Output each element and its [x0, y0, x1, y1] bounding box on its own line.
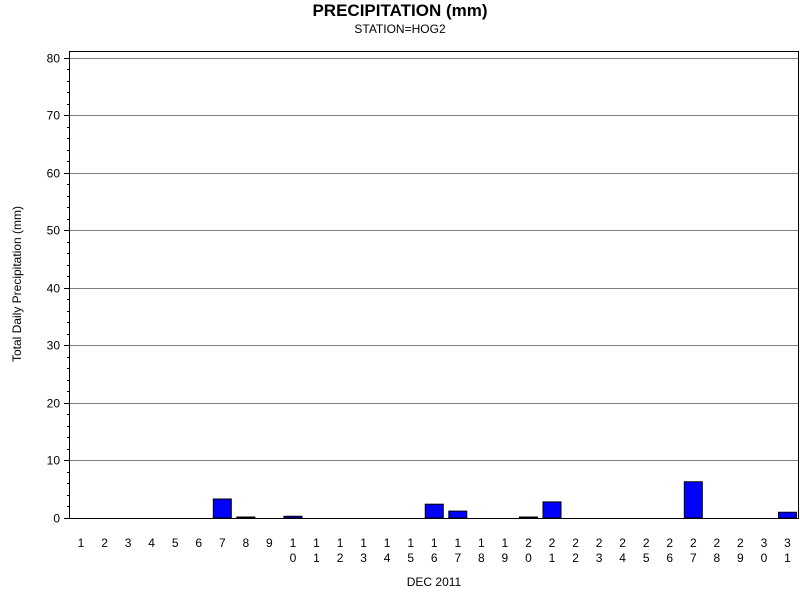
- chart-title: PRECIPITATION (mm): [312, 1, 488, 20]
- y-tick-label: 0: [53, 512, 60, 526]
- y-axis-label: Total Daily Precipitation (mm): [10, 206, 24, 362]
- bars: [212, 481, 797, 519]
- x-axis-label: DEC 2011: [407, 575, 462, 589]
- bar-day-17: [448, 510, 468, 519]
- bar-day-20: [518, 516, 538, 519]
- x-tick-label: 3: [125, 536, 132, 550]
- x-tick-label: 1: [78, 536, 85, 550]
- x-tick-label: 4: [148, 536, 155, 550]
- y-tick-label: 40: [47, 282, 61, 296]
- y-tick-label: 60: [47, 167, 61, 181]
- x-tick-label: 8: [243, 536, 250, 550]
- bar-day-8: [236, 516, 256, 519]
- x-tick-label: 2: [101, 536, 108, 550]
- x-axis-ticks: 1 2 3 4 5 6 7 8 9 1 01 11 21 31 41 51 61 71 81 92 02 12 22 32 42…: [78, 536, 792, 565]
- bar-day-10: [283, 515, 303, 519]
- plot-frame: [69, 51, 799, 519]
- chart-subtitle: STATION=HOG2: [354, 22, 446, 36]
- y-tick-label: 50: [47, 224, 61, 238]
- x-tick-label: 9: [266, 536, 273, 550]
- y-tick-label: 80: [47, 52, 61, 66]
- bar-day-27: [683, 481, 703, 519]
- x-tick-label: 5: [172, 536, 179, 550]
- x-tick-label: 6: [195, 536, 202, 550]
- y-tick-label: 20: [47, 397, 61, 411]
- y-tick-label: 30: [47, 339, 61, 353]
- bar-day-31: [778, 511, 797, 519]
- y-tick-label: 70: [47, 109, 61, 123]
- x-tick-label: 7: [219, 536, 226, 550]
- y-axis-ticks: 0 10 20 30 40 50 60 70 80: [47, 52, 70, 526]
- bar-day-16: [424, 503, 444, 519]
- y-tick-label: 10: [47, 454, 61, 468]
- grid-lines: [70, 58, 798, 461]
- bar-day-7: [212, 498, 232, 519]
- bar-day-21: [542, 501, 562, 519]
